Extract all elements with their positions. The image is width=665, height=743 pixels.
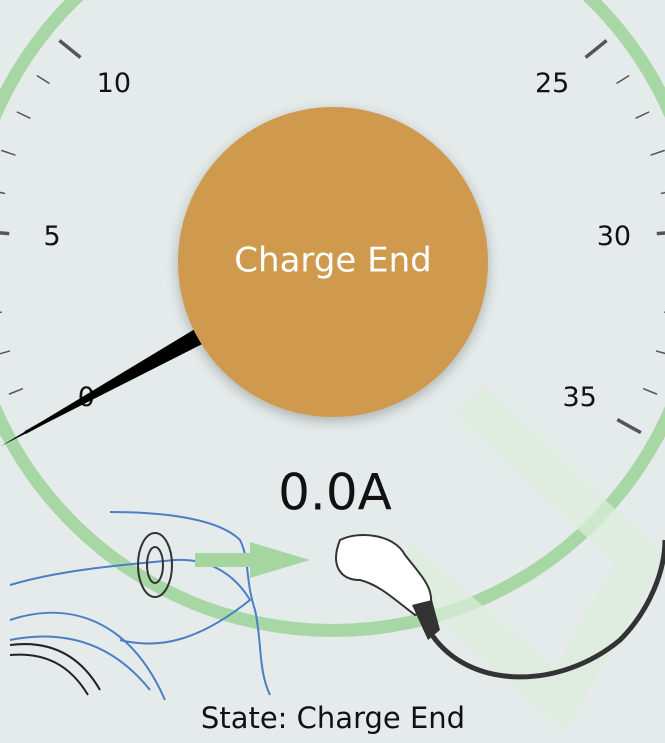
minor-tick [8, 387, 24, 395]
tick-label: 10 [97, 68, 131, 99]
cable [429, 539, 665, 680]
charge-port [137, 532, 173, 598]
minor-tick [1, 149, 16, 156]
charge-arrow [195, 542, 310, 578]
minor-tick [0, 191, 6, 195]
minor-tick [0, 350, 11, 355]
button-label[interactable]: Charge End [234, 241, 431, 281]
minor-tick [16, 111, 31, 119]
major-tick [0, 231, 10, 236]
minor-tick [655, 350, 665, 355]
charge-button[interactable] [178, 107, 488, 417]
major-tick [616, 418, 642, 435]
current-reading: 0.0A [278, 464, 392, 522]
tick-label: 35 [562, 382, 596, 413]
emblem [386, 385, 665, 732]
minor-tick [642, 387, 658, 395]
minor-tick [660, 191, 665, 195]
status-text: State: Charge End [201, 701, 465, 735]
minor-tick [635, 111, 650, 119]
major-tick [58, 39, 82, 59]
charge-port-inner [146, 546, 164, 584]
tick-label: 5 [43, 221, 60, 252]
plug-grip [412, 600, 440, 640]
major-tick [584, 39, 608, 59]
minor-tick [616, 74, 630, 85]
car-outline [9, 511, 271, 701]
tick-label: 25 [535, 68, 569, 99]
car-wheel [9, 643, 101, 696]
tick-label: 30 [597, 221, 631, 252]
major-tick [656, 231, 665, 236]
minor-tick [650, 149, 665, 156]
minor-tick [36, 74, 50, 85]
